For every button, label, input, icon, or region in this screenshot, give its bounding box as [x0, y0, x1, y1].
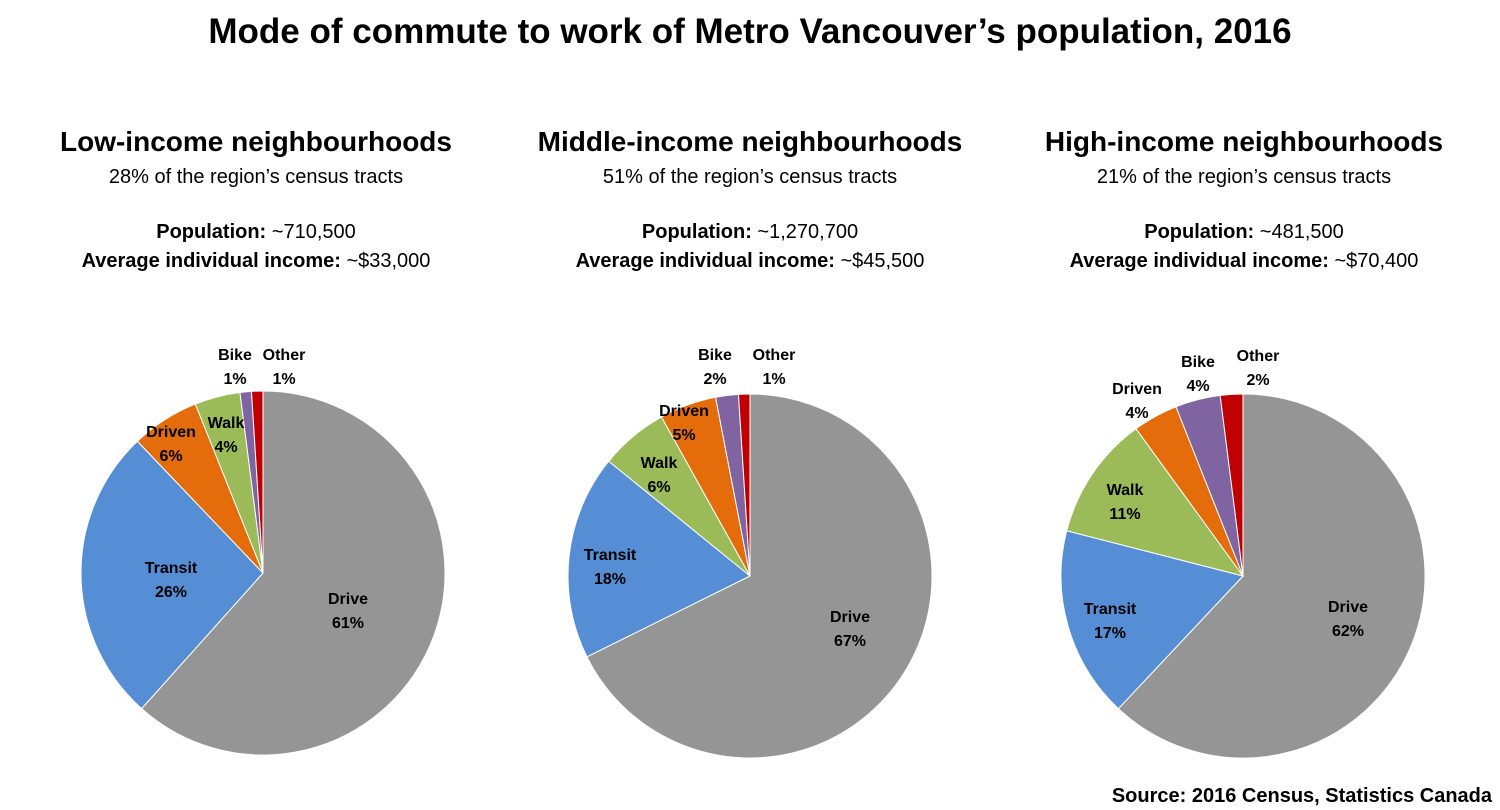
pie-slice-transit [1060, 530, 1244, 710]
slice-label-transit: Transit 26% [145, 560, 198, 601]
panel-subtitle: 28% of the region’s census tracts [108, 166, 404, 188]
pie-slice-other [737, 393, 751, 577]
panel-title: Middle-income neighbourhoods [537, 126, 963, 157]
panel-stats: Population: ~481,500 Average individual … [1004, 218, 1484, 276]
slice-label-bike: Bike 2% [698, 347, 732, 388]
slice-label-bike: Bike 1% [218, 347, 252, 388]
panel-title: High-income neighbourhoods [1044, 126, 1444, 157]
income-value: ~$45,500 [834, 250, 925, 272]
panel-subtitle: 51% of the region’s census tracts [602, 166, 898, 188]
pie-slice-transit [567, 460, 751, 658]
source-note: Source: 2016 Census, Statistics Canada [1111, 785, 1492, 807]
slice-label-other: Other 1% [263, 347, 306, 388]
panel-subtitle: 21% of the region’s census tracts [1096, 166, 1392, 188]
slice-label-driven: Driven 4% [1112, 381, 1162, 422]
slice-label-other: Other 1% [753, 347, 796, 388]
panel-middle-income: Middle-income neighbourhoods 51% of the … [510, 122, 990, 276]
population-value: ~1,270,700 [751, 221, 859, 243]
pie-slice-other [250, 390, 264, 574]
income-label: Average individual income: [1069, 250, 1329, 272]
slice-label-driven: Driven 6% [146, 424, 196, 465]
income-value: ~$70,400 [1328, 250, 1419, 272]
panel-title: Low-income neighbourhoods [60, 126, 452, 157]
population-value: ~710,500 [266, 221, 356, 243]
slice-label-bike: Bike 4% [1181, 354, 1215, 395]
population-label: Population: [641, 221, 752, 243]
population-label: Population: [1144, 221, 1255, 243]
slice-label-walk: Walk 4% [208, 415, 245, 456]
pie-slice-transit [80, 440, 264, 710]
population-value: ~481,500 [1254, 221, 1344, 243]
pie-slice-drive [586, 393, 933, 759]
income-value: ~$33,000 [340, 250, 431, 272]
slice-label-drive: Drive 61% [328, 591, 368, 632]
income-label: Average individual income: [575, 250, 835, 272]
pie-slice-other [1219, 393, 1244, 577]
panel-stats: Population: ~1,270,700 Average individua… [510, 218, 990, 276]
slice-label-drive: Drive 67% [830, 609, 870, 650]
panel-stats: Population: ~710,500 Average individual … [16, 218, 496, 276]
pie-slice-drive [1117, 393, 1426, 759]
panel-high-income: High-income neighbourhoods 21% of the re… [1004, 122, 1484, 276]
pie-slice-drive [140, 390, 446, 756]
slice-label-other: Other 2% [1237, 348, 1280, 389]
slice-label-walk: Walk 11% [1107, 482, 1144, 523]
slice-label-drive: Drive 62% [1328, 599, 1368, 640]
slice-label-walk: Walk 6% [641, 455, 678, 496]
slice-label-driven: Driven 5% [659, 403, 709, 444]
income-label: Average individual income: [81, 250, 341, 272]
slice-label-transit: Transit 18% [584, 547, 637, 588]
slice-label-transit: Transit 17% [1084, 601, 1137, 642]
panel-low-income: Low-income neighbourhoods 28% of the reg… [16, 122, 496, 276]
pie-slice-walk [1066, 428, 1245, 577]
population-label: Population: [156, 221, 267, 243]
chart-title: Mode of commute to work of Metro Vancouv… [208, 12, 1292, 51]
